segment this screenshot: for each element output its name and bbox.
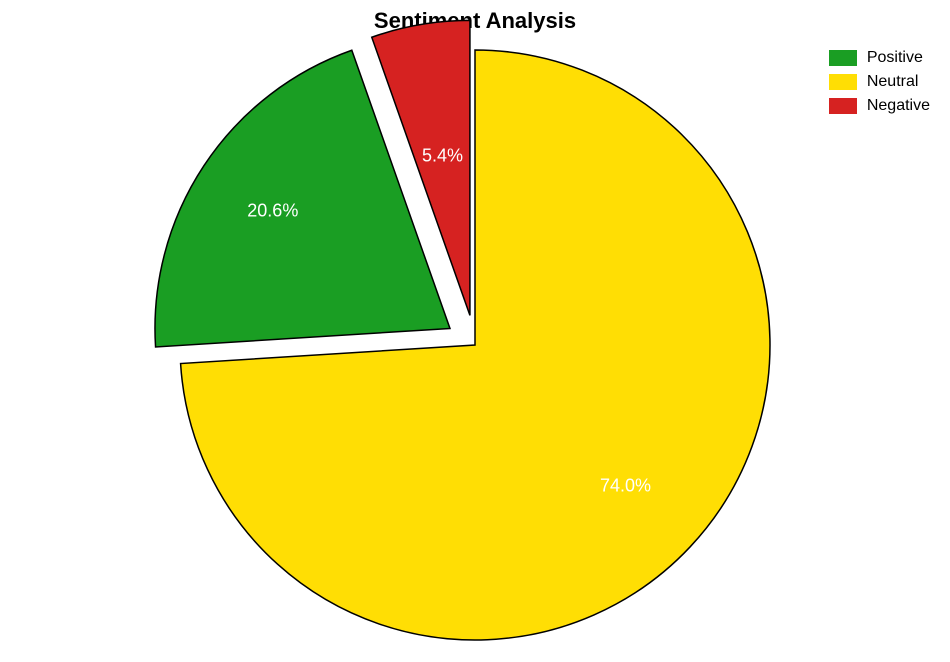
legend-swatch-negative [829,98,857,114]
legend-label: Neutral [867,70,919,94]
chart-container: Sentiment Analysis Positive Neutral Nega… [0,0,950,662]
legend-item-negative: Negative [829,94,930,118]
pie-slice-label-positive: 20.6% [247,201,298,222]
pie-slice-label-neutral: 74.0% [600,476,651,497]
legend-swatch-neutral [829,74,857,90]
legend: Positive Neutral Negative [829,46,930,118]
pie-slice-label-negative: 5.4% [422,145,463,166]
legend-swatch-positive [829,50,857,66]
legend-label: Negative [867,94,930,118]
legend-item-positive: Positive [829,46,930,70]
pie-chart [0,0,950,662]
legend-label: Positive [867,46,923,70]
legend-item-neutral: Neutral [829,70,930,94]
